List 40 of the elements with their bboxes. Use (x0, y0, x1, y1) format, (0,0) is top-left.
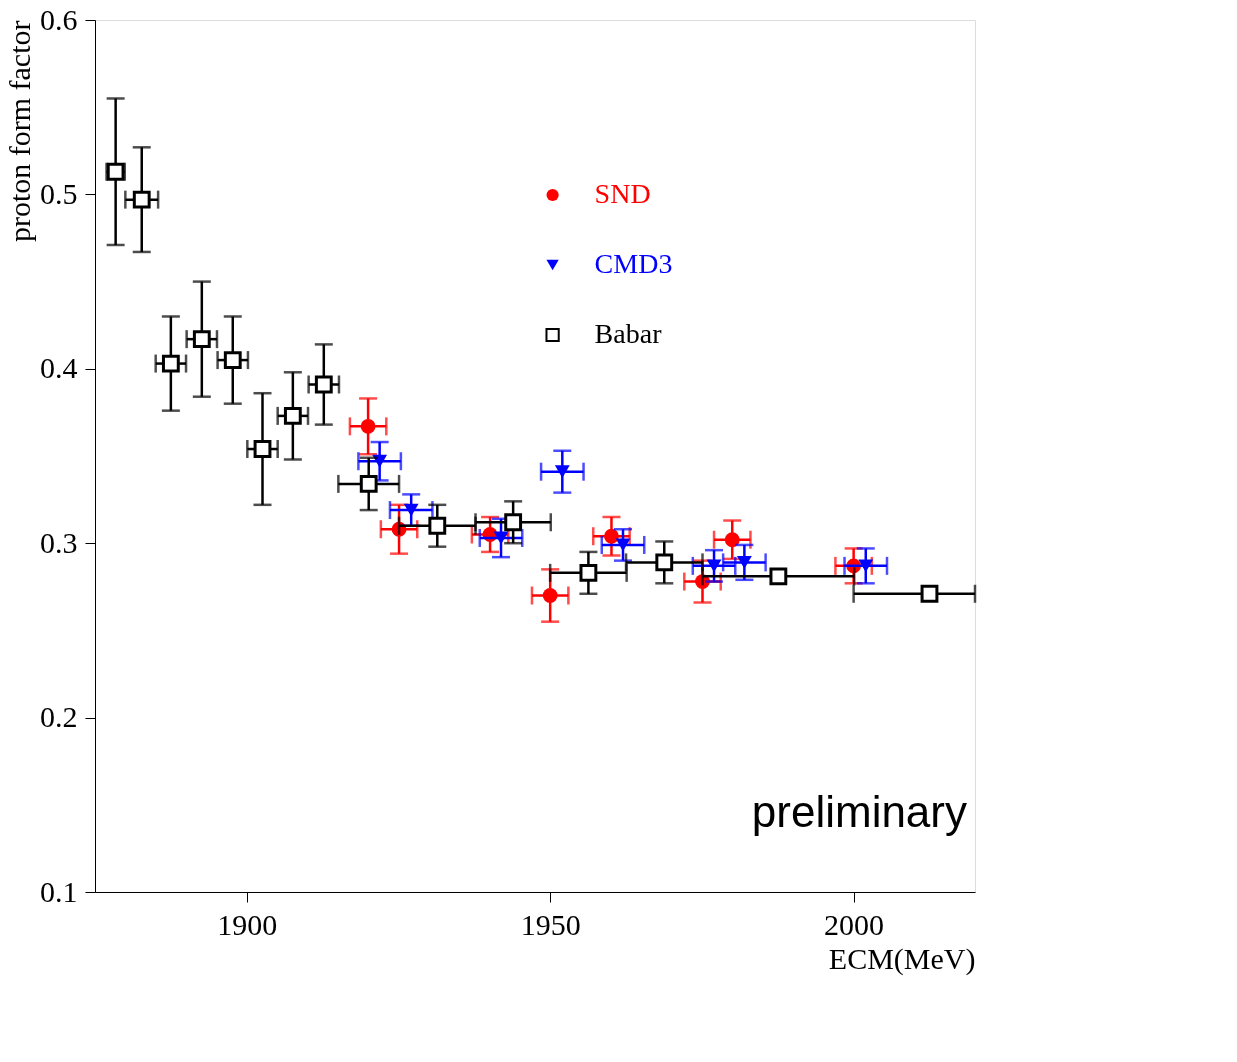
point (554, 465, 570, 479)
point (736, 555, 752, 569)
point (655, 553, 674, 572)
point (403, 503, 419, 517)
point (132, 190, 151, 209)
point (858, 559, 874, 573)
point (283, 406, 302, 425)
legend-label: SND (594, 178, 651, 209)
y-tick-label: 0.5 (40, 176, 78, 210)
y-tick-label: 0.4 (40, 351, 78, 385)
x-tick-label: 1900 (217, 907, 278, 941)
point (192, 330, 211, 349)
point (724, 532, 740, 548)
point (314, 375, 333, 394)
point (253, 440, 272, 458)
point (223, 351, 242, 369)
annotation: preliminary (751, 787, 967, 836)
y-tick-label: 0.1 (40, 874, 78, 908)
point (604, 528, 619, 544)
y-axis-title: proton form factor (3, 20, 36, 243)
point (769, 567, 788, 586)
point (579, 563, 598, 582)
point (161, 354, 180, 373)
legend-label: Babar (594, 318, 663, 349)
x-tick-label: 1950 (520, 907, 581, 941)
point (360, 418, 376, 434)
point (504, 513, 523, 532)
y-tick-label: 0.6 (40, 2, 78, 36)
point (615, 538, 631, 552)
point (542, 588, 558, 603)
point (359, 474, 378, 493)
y-tick-label: 0.3 (40, 525, 78, 559)
point (706, 559, 722, 573)
point (428, 516, 447, 535)
x-tick-label: 2000 (824, 907, 885, 941)
point (920, 584, 939, 603)
x-axis-title: ECM(MeV) (828, 941, 976, 976)
legend-label: CMD3 (594, 248, 673, 279)
y-tick-label: 0.2 (40, 700, 78, 734)
point (493, 531, 509, 545)
